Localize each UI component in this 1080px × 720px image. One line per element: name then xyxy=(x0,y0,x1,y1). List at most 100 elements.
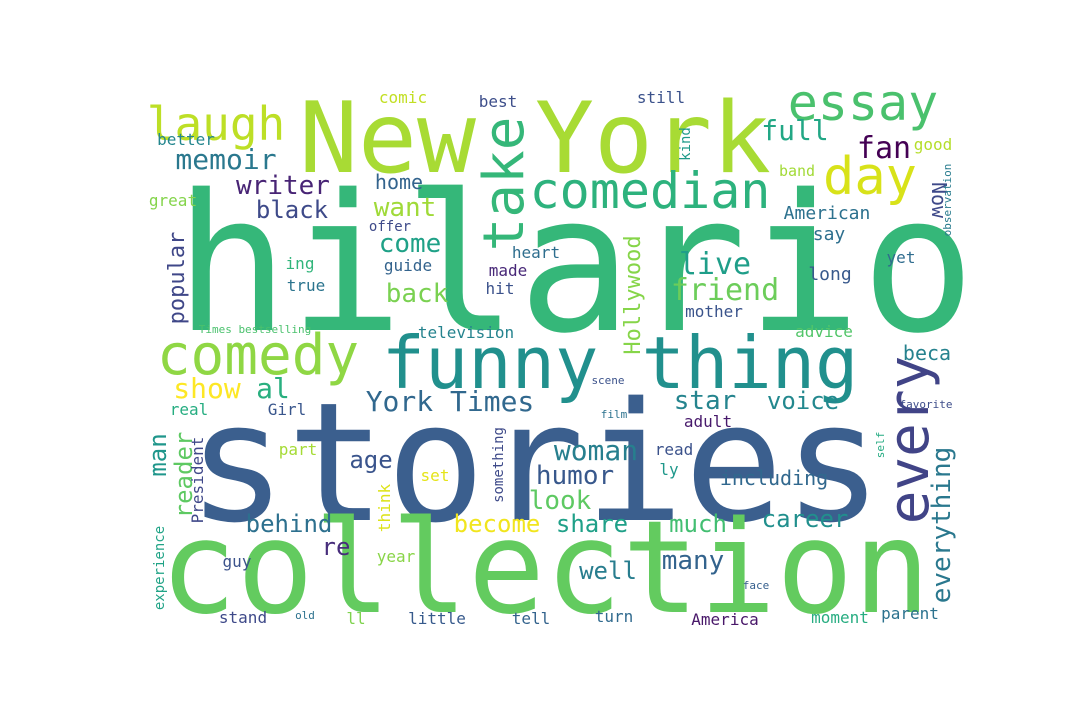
word-observation: observation xyxy=(941,164,954,237)
word-film: film xyxy=(601,408,628,421)
word-part: part xyxy=(279,440,318,459)
word-memoir: memoir xyxy=(175,143,276,176)
word-turn: turn xyxy=(595,607,634,626)
word-think: think xyxy=(375,484,394,533)
word-times-bestselling: Times bestselling xyxy=(199,323,312,336)
word-black: black xyxy=(256,196,329,224)
word-friend: friend xyxy=(671,273,779,308)
word-something: something xyxy=(491,427,507,503)
word-self: self xyxy=(874,432,887,459)
word-adult: adult xyxy=(684,412,732,431)
word-hollywood: Hollywood xyxy=(621,235,646,354)
word-humor: humor xyxy=(536,461,614,491)
word-look: look xyxy=(529,486,592,516)
word-real: real xyxy=(170,400,209,419)
word-back: back xyxy=(386,279,449,309)
word-america: America xyxy=(691,610,758,629)
word-want: want xyxy=(374,193,437,223)
word-president: President xyxy=(188,437,207,524)
word-scene: scene xyxy=(591,374,624,387)
word-guy: guy xyxy=(223,552,252,571)
word-television: television xyxy=(418,323,514,342)
word-stand: stand xyxy=(219,608,267,627)
word-heart: heart xyxy=(512,243,560,262)
word-band: band xyxy=(779,162,815,180)
word-girl: Girl xyxy=(268,400,307,419)
word-woman: woman xyxy=(554,434,638,467)
word-moment: moment xyxy=(811,608,869,627)
word-career: career xyxy=(762,505,849,533)
word-day: day xyxy=(823,147,917,207)
word-face: face xyxy=(743,579,770,592)
word-become: become xyxy=(454,510,541,538)
word-beca: beca xyxy=(903,341,951,365)
word-true: true xyxy=(287,276,326,295)
word-yet: yet xyxy=(887,248,916,267)
word-full: full xyxy=(761,114,828,147)
word-share: share xyxy=(556,510,628,538)
word-re: re xyxy=(322,533,351,561)
word-read: read xyxy=(655,440,694,459)
word-comedian: comedian xyxy=(530,162,771,220)
word-popular: popular xyxy=(165,232,190,325)
word-best: best xyxy=(479,92,518,111)
word-everything: everything xyxy=(927,447,957,604)
word-mother: mother xyxy=(685,302,743,321)
word-come: come xyxy=(379,229,442,259)
word-live: live xyxy=(679,247,751,282)
word-offer: offer xyxy=(369,219,411,235)
word-advice: advice xyxy=(795,322,853,341)
word-fan: fan xyxy=(857,131,911,166)
word-take: take xyxy=(472,117,537,252)
word-hilario: hilario xyxy=(175,154,976,375)
word-voice: voice xyxy=(767,387,839,415)
word-stories: stories xyxy=(187,367,882,559)
word-better: better xyxy=(157,130,215,149)
word-year: year xyxy=(377,547,416,566)
word-well: well xyxy=(579,557,637,585)
word-funny-thing: funny thing xyxy=(382,321,859,405)
word-man: man xyxy=(144,433,172,476)
word-many: many xyxy=(662,546,725,576)
word-show: show xyxy=(173,372,241,405)
word-ing: ing xyxy=(286,254,315,273)
word-long: long xyxy=(808,264,851,285)
word-home: home xyxy=(375,170,423,194)
word-age: age xyxy=(349,446,392,474)
word-including: including xyxy=(720,466,828,490)
word-guide: guide xyxy=(384,256,432,275)
word-collection: collection xyxy=(160,494,931,643)
word-much: much xyxy=(669,510,727,538)
word-still: still xyxy=(637,88,685,107)
word-every: every xyxy=(877,356,942,525)
word-american: American xyxy=(784,203,871,224)
word-new-york: New York xyxy=(299,82,771,196)
word-behind: behind xyxy=(246,510,333,538)
word-york-times: York Times xyxy=(366,385,535,418)
word-star: star xyxy=(674,386,737,416)
word-favorite: favorite xyxy=(900,398,953,411)
word-set: set xyxy=(421,466,450,485)
word-now: Now xyxy=(927,182,951,219)
word-ly: ly xyxy=(659,460,679,479)
word-comic: comic xyxy=(379,88,427,107)
word-made: made xyxy=(489,261,528,280)
word-little: little xyxy=(408,609,466,628)
word-hit: hit xyxy=(486,279,515,298)
word-kind: kind xyxy=(678,127,694,161)
word-old: old xyxy=(295,609,315,622)
word-good: good xyxy=(914,135,953,154)
word-tell: tell xyxy=(512,609,551,628)
word-al: al xyxy=(256,372,290,405)
word-writer: writer xyxy=(236,171,330,201)
word-comedy: comedy xyxy=(157,323,359,388)
word-say: say xyxy=(813,224,846,245)
word-parent: parent xyxy=(881,604,939,623)
word-essay: essay xyxy=(788,74,939,132)
word-laugh: laugh xyxy=(147,97,285,151)
word-great: great xyxy=(149,191,197,210)
word-ll: ll xyxy=(346,609,365,628)
word-experience: experience xyxy=(152,526,168,610)
